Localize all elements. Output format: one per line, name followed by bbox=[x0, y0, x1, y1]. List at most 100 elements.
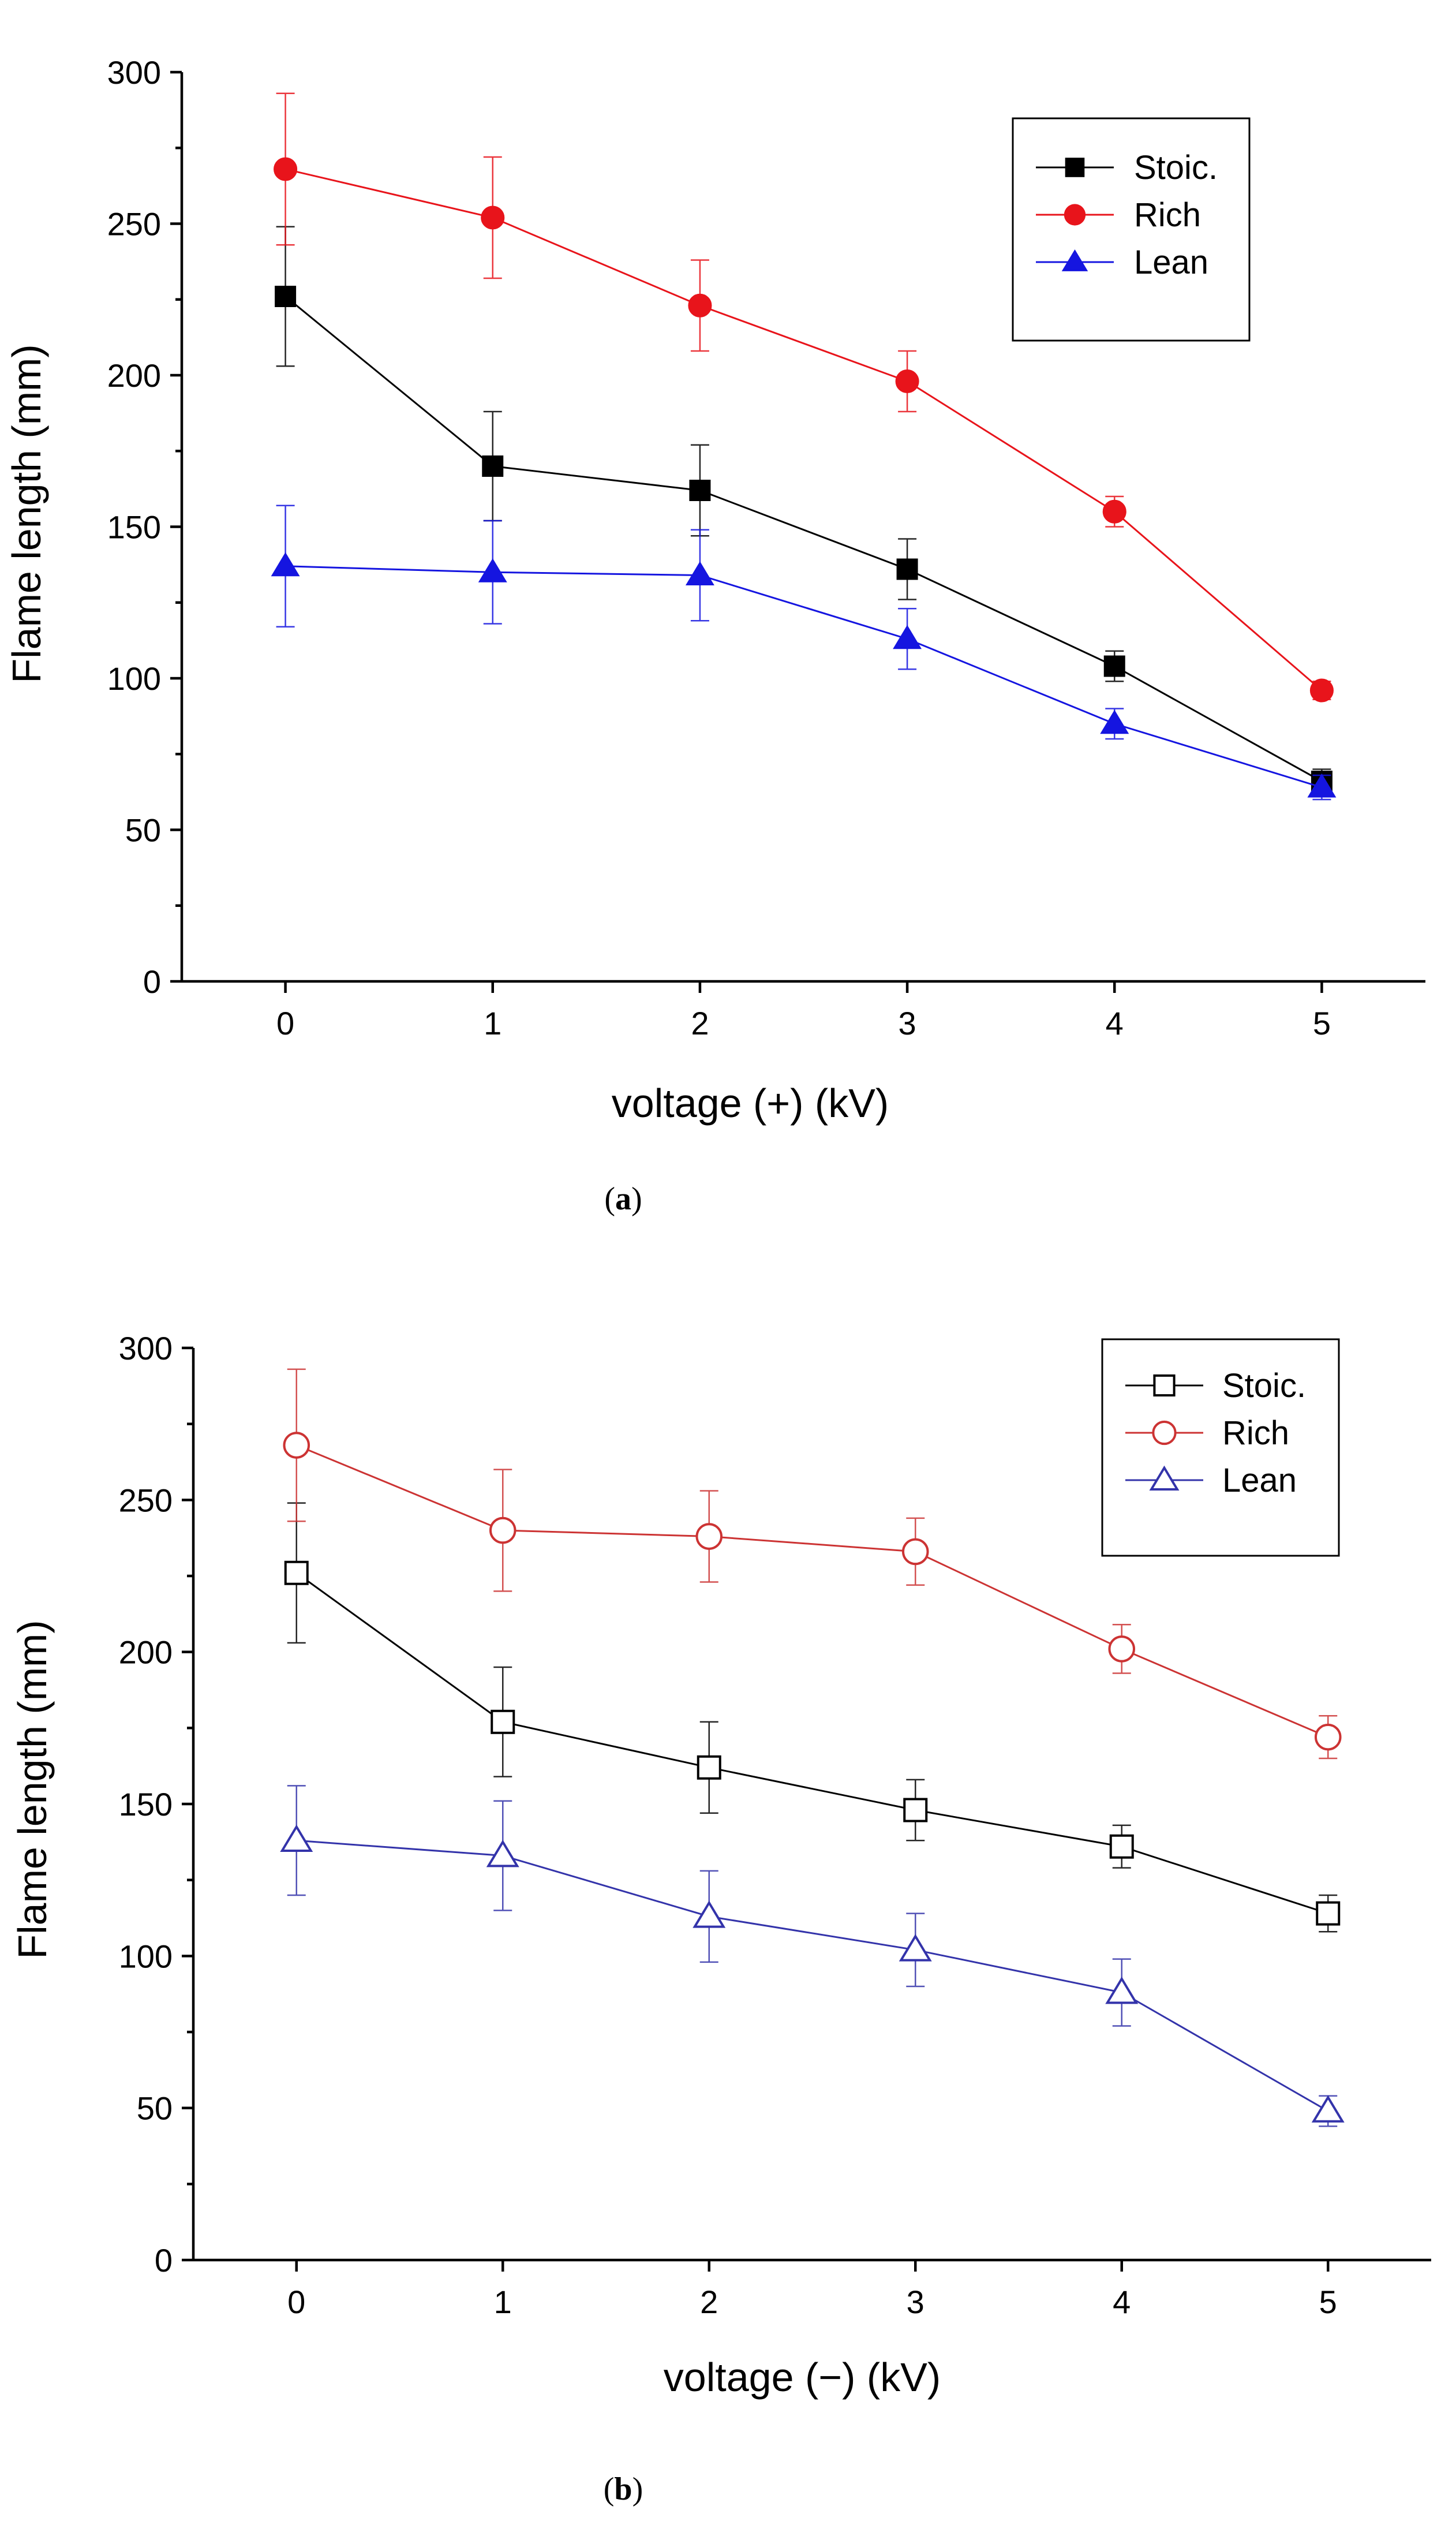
caption-close-a: ) bbox=[631, 1181, 642, 1217]
x-tick-label-b: 4 bbox=[1113, 2284, 1131, 2320]
y-tick-label-a: 150 bbox=[107, 509, 161, 546]
data-point bbox=[1307, 773, 1337, 798]
legend-marker bbox=[1065, 158, 1085, 177]
x-tick-label-b: 5 bbox=[1319, 2284, 1337, 2320]
caption-open-a: ( bbox=[604, 1181, 615, 1217]
legend-label: Stoic. bbox=[1222, 1367, 1306, 1405]
y-tick-label-a: 200 bbox=[107, 357, 161, 394]
data-point bbox=[693, 1900, 726, 1928]
x-axis-title-a: voltage (+) (kV) bbox=[612, 1081, 889, 1126]
series-line bbox=[285, 565, 1322, 789]
y-tick-label-b: 150 bbox=[119, 1786, 173, 1822]
data-point bbox=[1102, 499, 1126, 524]
series-line bbox=[285, 168, 1323, 692]
data-point bbox=[1309, 678, 1334, 703]
data-point bbox=[697, 1755, 721, 1780]
x-tick-label-a: 5 bbox=[1313, 1005, 1331, 1041]
panel-caption-a: (a) bbox=[604, 1181, 642, 1217]
x-tick-label-b: 0 bbox=[287, 2284, 305, 2320]
data-point bbox=[1103, 655, 1125, 677]
y-tick-label-a: 100 bbox=[107, 660, 161, 697]
y-axis-title-a: Flame length (mm) bbox=[4, 344, 49, 683]
series-triangle-b bbox=[280, 1785, 1345, 2127]
y-tick-label-b: 250 bbox=[119, 1482, 173, 1518]
legend-b: Stoic. Rich Lean bbox=[1101, 1338, 1340, 1557]
x-tick-label-b: 2 bbox=[700, 2284, 718, 2320]
series-triangle-a bbox=[271, 505, 1337, 801]
y-tick-label-b: 200 bbox=[119, 1634, 173, 1671]
data-point bbox=[486, 1839, 519, 1867]
data-point bbox=[1316, 1901, 1341, 1926]
caption-letter-b: b bbox=[614, 2471, 632, 2507]
plot-area-a: 0 50 100 150 200 250 300 0 1 2 3 4 5 Stoic. Rich Lean bbox=[107, 54, 1425, 1041]
data-point bbox=[275, 286, 297, 307]
legend-label: Stoic. bbox=[1134, 149, 1218, 186]
y-tick-label-b: 100 bbox=[119, 1938, 173, 1974]
data-point bbox=[271, 552, 300, 577]
legend-marker bbox=[1064, 204, 1086, 226]
data-point bbox=[895, 369, 919, 394]
series-circle-b bbox=[283, 1368, 1342, 1760]
legend-marker bbox=[1061, 249, 1088, 271]
legend-label: Rich bbox=[1222, 1414, 1289, 1452]
legend-box bbox=[1012, 117, 1251, 342]
legend-marker bbox=[1153, 1374, 1176, 1397]
data-point bbox=[899, 1934, 932, 1962]
legend-marker bbox=[1149, 1465, 1180, 1491]
x-tick-label-b: 3 bbox=[907, 2284, 924, 2320]
legend-label: Lean bbox=[1134, 244, 1208, 281]
legend-box bbox=[1101, 1338, 1340, 1557]
caption-open-b: ( bbox=[604, 2471, 615, 2507]
plot-area-b: 0 50 100 150 200 250 300 0 1 2 3 4 5 Stoic. Rich Lean bbox=[119, 1330, 1431, 2320]
x-tick-label-a: 1 bbox=[484, 1005, 501, 1041]
y-tick-label-a: 250 bbox=[107, 206, 161, 242]
data-point bbox=[284, 1560, 309, 1585]
data-point bbox=[482, 455, 504, 477]
caption-letter-a: a bbox=[615, 1181, 631, 1217]
chart-panel-a: 0 50 100 150 200 250 300 0 1 2 3 4 5 Stoic. Rich Lean v… bbox=[4, 54, 1425, 1217]
x-tick-label-a: 3 bbox=[899, 1005, 916, 1041]
panel-caption-b: (b) bbox=[604, 2471, 643, 2507]
x-axis-title-b: voltage (−) (kV) bbox=[664, 2355, 941, 2400]
caption-close-b: ) bbox=[632, 2471, 643, 2507]
y-axis-title-b: Flame length (mm) bbox=[10, 1620, 55, 1959]
x-tick-label-a: 4 bbox=[1106, 1005, 1124, 1041]
data-point bbox=[689, 480, 711, 501]
series-line bbox=[295, 1572, 1328, 1915]
data-point bbox=[685, 561, 714, 585]
data-point bbox=[274, 157, 298, 181]
data-point bbox=[491, 1709, 515, 1734]
x-tick-label-b: 1 bbox=[494, 2284, 512, 2320]
data-point bbox=[1105, 1976, 1139, 2004]
data-point bbox=[280, 1824, 313, 1852]
x-tick-label-a: 2 bbox=[691, 1005, 709, 1041]
data-point bbox=[688, 293, 712, 318]
data-point bbox=[1311, 2095, 1345, 2123]
x-tick-label-a: 0 bbox=[276, 1005, 294, 1041]
y-tick-label-b: 300 bbox=[119, 1330, 173, 1366]
data-point bbox=[896, 558, 918, 580]
y-tick-label-b: 0 bbox=[155, 2242, 173, 2279]
y-tick-label-a: 50 bbox=[125, 812, 161, 849]
chart-panel-b: 0 50 100 150 200 250 300 0 1 2 3 4 5 Stoic. Rich Lean v… bbox=[10, 1330, 1431, 2507]
data-point bbox=[1109, 1834, 1134, 1859]
data-point bbox=[901, 1538, 929, 1566]
legend-a: Stoic. Rich Lean bbox=[1012, 117, 1251, 342]
series-line bbox=[296, 1839, 1328, 2112]
data-point bbox=[1314, 1723, 1342, 1751]
data-point bbox=[481, 206, 505, 230]
y-tick-label-a: 300 bbox=[107, 54, 161, 91]
data-point bbox=[893, 625, 922, 649]
legend-marker bbox=[1152, 1420, 1177, 1445]
data-point bbox=[1100, 709, 1129, 734]
series-line bbox=[296, 1444, 1328, 1738]
y-tick-label-a: 0 bbox=[143, 963, 161, 1000]
legend-label: Lean bbox=[1222, 1462, 1297, 1499]
series-line bbox=[285, 296, 1323, 782]
data-point bbox=[695, 1523, 723, 1550]
series-square-a bbox=[275, 226, 1333, 794]
legend-label: Rich bbox=[1134, 196, 1201, 234]
data-point bbox=[478, 558, 507, 582]
series-circle-a bbox=[274, 92, 1334, 703]
